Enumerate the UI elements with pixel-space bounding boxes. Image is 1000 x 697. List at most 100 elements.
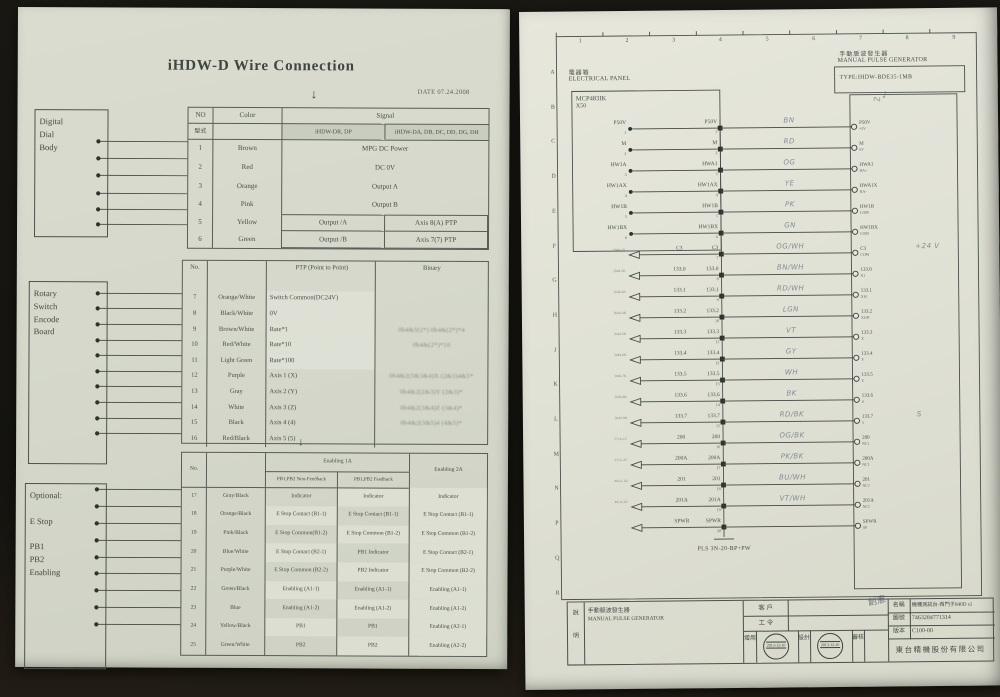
connector-signal-label: 133.3	[861, 330, 873, 336]
bus-pin-number: 19	[716, 507, 721, 513]
approval-stamp-2: 2013-12-10	[816, 632, 844, 660]
connector-signal-label: 200	[862, 435, 870, 441]
titleblock-side-col: 說 明	[567, 602, 586, 665]
connector-terminal	[854, 459, 861, 466]
connector-terminal	[853, 375, 860, 382]
table-row: 15 Black Axis 4 (4) 0b4&2(3&5)4 (4&5)*	[182, 415, 487, 432]
xref-tag: 3044-7B	[614, 373, 627, 379]
mpg-type-label: TYPE:IHDW-BDE35-1MB	[839, 74, 913, 81]
bus-signal-label: HW1B	[702, 203, 718, 210]
mpg-label-en: MANUAL PULSE GENERATOR	[837, 56, 928, 64]
plc-pin-label: M	[621, 140, 627, 148]
table-row: 19 Pink/Black E Stop Common(B1-2) E Stop Co…	[181, 524, 487, 545]
grid-column-number: 4	[718, 37, 722, 44]
table-row: 16 Red/Black Axis 5 (5)	[182, 431, 487, 448]
page-title: iHDW-D Wire Connection	[167, 57, 355, 75]
bus-terminal	[719, 335, 725, 341]
wire-color-handwritten: WH	[784, 368, 799, 377]
wire-color-handwritten: LGN	[782, 305, 799, 314]
grid-row-letter: Q	[555, 555, 560, 562]
bus-terminal	[721, 503, 727, 509]
bus-pin-number: 3	[715, 171, 718, 177]
side-label-2: 明	[572, 633, 580, 640]
stamp3-cell	[863, 629, 890, 662]
down-arrow-icon: ↓	[310, 86, 318, 102]
wire-color-handwritten: OG/WH	[776, 242, 805, 251]
bus-signal-label: C3	[711, 245, 719, 252]
plc-pin-label: HW1AX	[606, 182, 627, 190]
grid-column-number: 3	[672, 37, 676, 44]
plc-pin-label: HW1B	[611, 203, 627, 211]
plc-pin-number: 1	[624, 129, 627, 135]
bus-signal-label: 133.3	[706, 329, 720, 336]
table-row: 型式 iHDW-DR, DP iHDW-DA, DB, DC, DD, DG, DH	[188, 123, 488, 141]
bus-pin-number: 6	[716, 234, 719, 240]
connector-sub-label: X	[861, 336, 864, 341]
connector-signal-label: SPWR	[862, 519, 877, 525]
bus-pin-number: 1	[715, 129, 718, 135]
connector-sub-label: NC1	[862, 441, 870, 446]
grid-column-number: 7	[858, 35, 862, 42]
connector-sub-label: SP	[862, 525, 868, 530]
bus-signal-label: 133.5	[707, 371, 720, 378]
connector-terminal	[854, 438, 861, 445]
connector-sub-label: NC1	[862, 462, 870, 467]
table-row: 22 Green/Black Enabling (A1-1) Enabling (A1…	[181, 580, 487, 601]
connector-signal-label: 133.1	[860, 288, 872, 294]
table-row: No. Enabling 1A Enabling 2A	[181, 452, 488, 489]
company-name: 東台精機股份有限公司	[895, 644, 986, 655]
grid-column-number: 6	[812, 36, 816, 43]
connector-terminal	[851, 123, 858, 130]
wire-table-3: No. Enabling 1A Enabling 2A PB1,PB2 Non-Fee…	[180, 451, 489, 658]
grid-row-letter: R	[555, 590, 560, 597]
table-row: 3 Orange Output A	[188, 176, 488, 197]
connector-terminal	[851, 165, 858, 172]
bus-signal-label: HWA1	[702, 161, 718, 168]
bus-signal-label: 200	[711, 434, 721, 441]
table-row: 17 Gray/Black Indicator Indicator Indicator	[181, 487, 487, 508]
plc-pin-number: 5	[624, 213, 627, 219]
bus-pin-number: 5	[715, 213, 718, 219]
plc-pin-label: HW1A	[610, 161, 627, 169]
bus-terminal	[719, 293, 725, 299]
bus-line	[719, 120, 725, 538]
bus-terminal	[720, 440, 726, 446]
table-row: 6 Green Output /B Axis 7(7) PTP	[187, 230, 488, 249]
bus-pin-number: 14	[715, 402, 720, 408]
rotary-switch-encode-board-box: Rotary Switch Encode Board	[28, 281, 108, 465]
wire-color-handwritten: BK	[786, 389, 797, 398]
xref-tag: 3044-9B	[614, 415, 627, 421]
table-row: 4 Pink Output B	[188, 195, 488, 216]
xref-tag: 3044-1B	[613, 247, 626, 253]
bus-pin-number: 9	[716, 297, 719, 303]
grid-row-letter: L	[554, 416, 558, 423]
bus-terminal	[720, 419, 726, 425]
connector-sub-label: COM	[860, 231, 869, 236]
xref-tag: 3044-5B	[613, 331, 627, 337]
table-row: 20 Blue/White E Stop Contact (B2-1) PB1 Ind…	[181, 543, 487, 563]
grid-row-letter: H	[552, 312, 558, 319]
bus-terminal	[719, 356, 725, 362]
connector-terminal	[852, 270, 859, 277]
connector-terminal	[851, 186, 858, 193]
connector-signal-label: HWA1X	[859, 183, 878, 189]
table-row: 8 Black/White 0V	[182, 306, 488, 323]
bus-pin-number: 17	[716, 465, 721, 471]
xref-tag: 3044-3B	[613, 289, 626, 295]
bus-terminal	[720, 377, 725, 383]
connector-terminal	[853, 417, 860, 424]
connector-signal-label: 133.2	[860, 309, 873, 315]
wire-color-handwritten: PK/BK	[780, 452, 804, 461]
bus-pin-number: 7	[716, 255, 719, 261]
connector-sub-label: HA-	[859, 189, 867, 194]
pencil-scribble: ∿✓	[869, 87, 893, 107]
connector-terminal	[853, 396, 860, 403]
table-row: NO Color Signal	[188, 107, 489, 126]
approval-stamp-1: 2013-12-10	[762, 633, 790, 660]
table-row: 1 Brown MPG DC Power	[188, 139, 488, 159]
connector-terminal	[853, 354, 860, 361]
title-block: 說 明 手動脈波發生器 MANUAL PULSE GENERATOR 客 戶 工…	[566, 595, 996, 666]
grid-row-letter: M	[553, 451, 559, 458]
bus-terminal	[720, 398, 726, 404]
connector-terminal	[854, 501, 861, 508]
